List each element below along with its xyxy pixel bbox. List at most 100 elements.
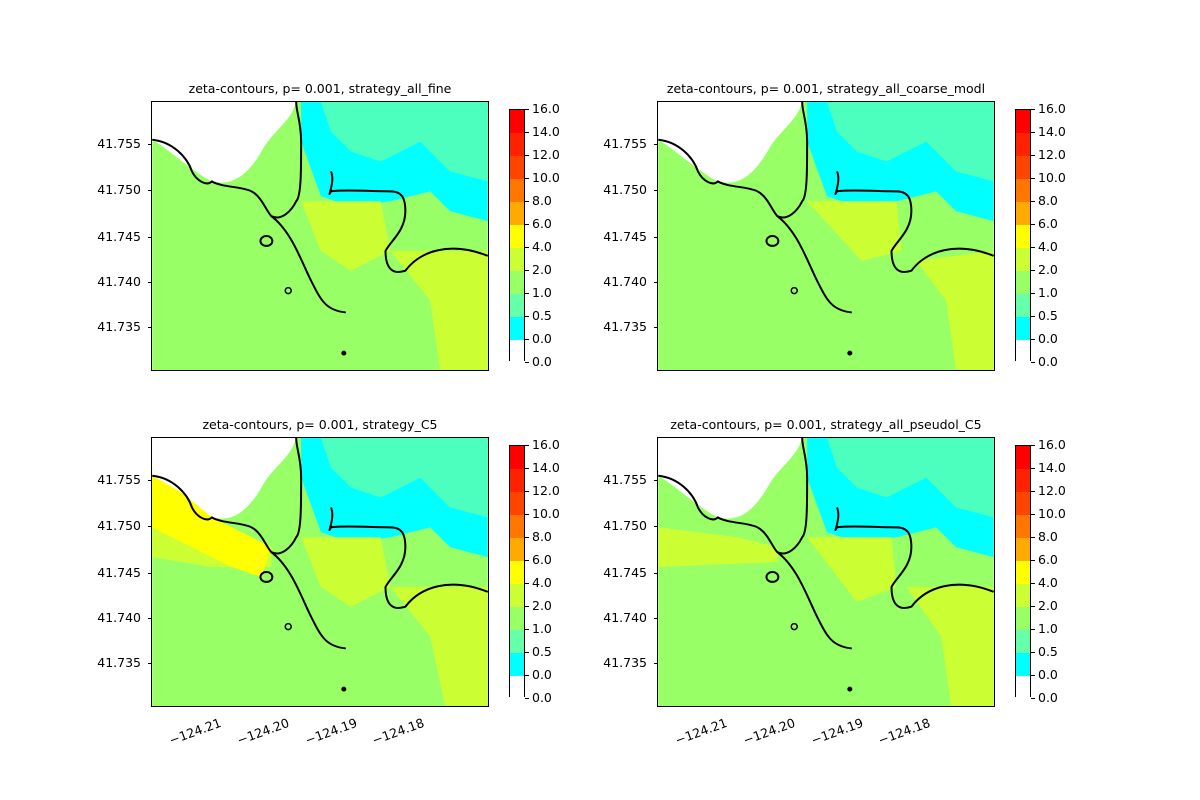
colorbar-tick-label: 2.0 bbox=[525, 598, 552, 613]
colorbar-segment bbox=[1016, 446, 1030, 469]
coastline-jetty bbox=[270, 551, 346, 650]
colorbar-tick-label: 1.0 bbox=[525, 621, 552, 636]
colorbar-segment bbox=[1016, 317, 1030, 340]
y-tick-label: 41.755 bbox=[587, 136, 658, 151]
islet bbox=[790, 622, 798, 631]
island bbox=[765, 235, 780, 247]
colorbar-segment bbox=[1016, 561, 1030, 584]
coastline-north bbox=[152, 438, 303, 555]
contour-fill-1-2 bbox=[320, 438, 488, 518]
colorbar-tick-label: 1.0 bbox=[1031, 621, 1058, 636]
colorbar-segment bbox=[510, 156, 524, 179]
colorbar-tick-label: 16.0 bbox=[1031, 101, 1066, 116]
y-tick-label: 41.740 bbox=[81, 610, 152, 625]
colorbar-segment bbox=[510, 515, 524, 538]
colorbar-segment bbox=[1016, 202, 1030, 225]
colorbar-segment bbox=[1016, 179, 1030, 202]
coastline-jetty bbox=[776, 551, 852, 650]
contour-map bbox=[658, 102, 994, 370]
colorbar-segment bbox=[510, 340, 524, 362]
colorbar bbox=[509, 109, 525, 362]
coastline-north bbox=[658, 102, 809, 219]
colorbar bbox=[1015, 445, 1031, 698]
colorbar-tick-label: 4.0 bbox=[1031, 575, 1058, 590]
contour-fill-1-2 bbox=[826, 438, 994, 518]
x-tick-label: −124.18 bbox=[370, 715, 427, 748]
colorbar-segment bbox=[510, 653, 524, 676]
colorbar-tick-label: 10.0 bbox=[525, 170, 560, 185]
x-tick-label: −124.20 bbox=[235, 715, 292, 748]
colorbar-tick-label: 4.0 bbox=[1031, 239, 1058, 254]
panel-title: zeta-contours, p= 0.001, strategy_C5 bbox=[202, 417, 438, 432]
map-panel bbox=[151, 437, 489, 707]
contour-map bbox=[152, 102, 488, 370]
colorbar-segment bbox=[1016, 133, 1030, 156]
colorbar-segment bbox=[1016, 653, 1030, 676]
island bbox=[765, 571, 780, 583]
colorbar-tick-label: 8.0 bbox=[1031, 529, 1058, 544]
colorbar-segment bbox=[510, 607, 524, 630]
colorbar-segment bbox=[1016, 271, 1030, 294]
colorbar bbox=[509, 445, 525, 698]
colorbar-tick-label: 10.0 bbox=[525, 506, 560, 521]
colorbar-segment bbox=[510, 248, 524, 271]
colorbar-tick-label: 6.0 bbox=[525, 216, 552, 231]
colorbar-tick-label: 0.0 bbox=[525, 354, 552, 369]
colorbar bbox=[1015, 109, 1031, 362]
colorbar-tick-label: 0.0 bbox=[1031, 667, 1058, 682]
land-area-top bbox=[658, 438, 808, 478]
contour-fill-6-8 bbox=[152, 475, 272, 577]
colorbar-tick-label: 0.5 bbox=[1031, 644, 1058, 659]
island bbox=[259, 235, 274, 247]
colorbar-segment bbox=[1016, 492, 1030, 515]
colorbar-segment bbox=[1016, 676, 1030, 698]
y-tick-label: 41.750 bbox=[587, 518, 658, 533]
x-tick-label: −124.18 bbox=[876, 715, 933, 748]
colorbar-tick-label: 0.0 bbox=[525, 667, 552, 682]
colorbar-segment bbox=[510, 271, 524, 294]
colorbar-tick-label: 14.0 bbox=[1031, 460, 1066, 475]
island bbox=[259, 571, 274, 583]
colorbar-segment bbox=[1016, 248, 1030, 271]
islet bbox=[284, 286, 292, 295]
colorbar-segment bbox=[1016, 340, 1030, 362]
y-tick-label: 41.745 bbox=[587, 229, 658, 244]
land-area-top bbox=[152, 102, 302, 142]
colorbar-tick-label: 16.0 bbox=[525, 437, 560, 452]
coastline-north bbox=[658, 438, 809, 555]
colorbar-tick-label: 0.5 bbox=[525, 308, 552, 323]
colorbar-tick-label: 12.0 bbox=[525, 483, 560, 498]
contour-fill-4-6 bbox=[807, 201, 994, 370]
coastline-harbor bbox=[834, 507, 994, 609]
colorbar-segment bbox=[1016, 630, 1030, 653]
y-tick-label: 41.750 bbox=[81, 518, 152, 533]
coastline-jetty bbox=[776, 215, 852, 314]
map-panel bbox=[657, 437, 995, 707]
panel-title: zeta-contours, p= 0.001, strategy_all_ps… bbox=[670, 417, 982, 432]
islet bbox=[284, 622, 292, 631]
panel-title: zeta-contours, p= 0.001, strategy_all_co… bbox=[666, 81, 986, 96]
contour-map bbox=[658, 438, 994, 706]
land-area-top bbox=[152, 438, 302, 478]
colorbar-tick-label: 10.0 bbox=[1031, 170, 1066, 185]
y-tick-label: 41.750 bbox=[81, 182, 152, 197]
panel-title: zeta-contours, p= 0.001, strategy_all_fi… bbox=[188, 81, 452, 96]
colorbar-tick-label: 4.0 bbox=[525, 575, 552, 590]
y-tick-label: 41.755 bbox=[81, 472, 152, 487]
y-tick-label: 41.750 bbox=[587, 182, 658, 197]
colorbar-segment bbox=[510, 492, 524, 515]
colorbar-segment bbox=[1016, 515, 1030, 538]
y-tick-label: 41.740 bbox=[587, 610, 658, 625]
colorbar-segment bbox=[510, 317, 524, 340]
x-tick-label: −124.21 bbox=[673, 715, 730, 748]
map-panel bbox=[657, 101, 995, 371]
colorbar-tick-label: 6.0 bbox=[525, 552, 552, 567]
coastline-harbor bbox=[328, 171, 488, 273]
colorbar-segment bbox=[510, 294, 524, 317]
rock bbox=[847, 350, 853, 356]
colorbar-segment bbox=[510, 561, 524, 584]
colorbar-segment bbox=[510, 469, 524, 492]
map-panel bbox=[151, 101, 489, 371]
colorbar-segment bbox=[510, 584, 524, 607]
